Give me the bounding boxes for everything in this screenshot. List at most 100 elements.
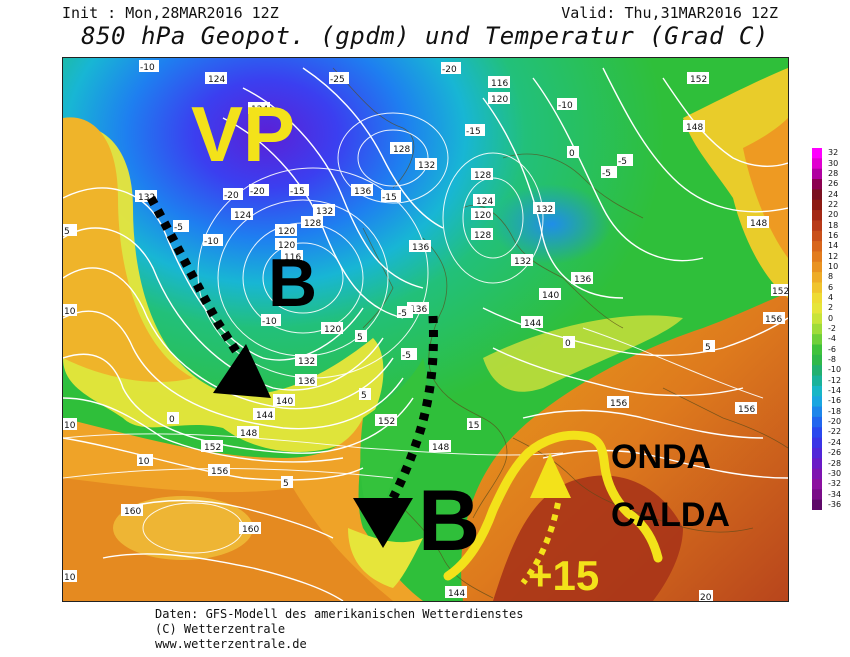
- geo-label: 140: [542, 291, 559, 301]
- geo-label: 132: [138, 193, 155, 203]
- color-scale-label: 24: [828, 189, 839, 199]
- color-swatch: [812, 427, 822, 439]
- map-title: 850 hPa Geopot. (gpdm) und Temperatur (G…: [81, 22, 769, 50]
- color-swatch: [812, 251, 822, 263]
- geo-label: 152: [690, 75, 707, 85]
- color-scale-label: -6: [828, 344, 836, 354]
- color-scale-label: 18: [828, 220, 839, 230]
- temp-label: -15: [290, 187, 305, 197]
- geo-label: 136: [412, 243, 429, 253]
- temp-label: -5: [174, 223, 183, 233]
- temp-label: -20: [224, 191, 239, 201]
- color-swatch: [812, 189, 822, 201]
- color-scale-label: 14: [828, 241, 839, 251]
- color-swatch: [812, 158, 822, 170]
- temp-label: -5: [602, 169, 611, 179]
- color-scale-label: -22: [828, 427, 842, 437]
- color-swatch: [812, 458, 822, 470]
- color-swatch: [812, 437, 822, 449]
- geo-label: 128: [393, 145, 410, 155]
- temp-label: 5: [361, 391, 367, 401]
- color-swatch: [812, 148, 822, 159]
- color-scale-label: -18: [828, 406, 842, 416]
- hot-core: [493, 475, 683, 601]
- temp-label: 5: [705, 343, 711, 353]
- color-swatch: [812, 416, 822, 428]
- color-scale-label: 20: [828, 210, 839, 220]
- vortex-label: VP: [191, 90, 295, 178]
- color-scale-label: -2: [828, 324, 836, 333]
- temp-label: -15: [382, 193, 397, 203]
- color-scale-label: 30: [828, 158, 839, 168]
- geo-label: 152: [378, 417, 395, 427]
- geo-label: 156: [211, 467, 228, 477]
- color-scale-label: -4: [828, 334, 836, 344]
- footer: Daten: GFS-Modell des amerikanischen Wet…: [155, 607, 523, 652]
- geo-label: 132: [418, 161, 435, 171]
- color-swatch: [812, 313, 822, 325]
- temp-label: 20: [700, 593, 712, 601]
- geo-label: 120: [324, 325, 341, 335]
- color-scale-label: -36: [828, 499, 842, 509]
- color-scale-label: 12: [828, 251, 839, 261]
- geo-label: 128: [474, 171, 491, 181]
- geo-label: 152: [204, 443, 221, 453]
- color-scale-label: -8: [828, 355, 836, 364]
- warm-patch: [113, 496, 253, 560]
- color-swatch: [812, 365, 822, 377]
- geo-label: 156: [610, 399, 627, 409]
- color-swatch: [812, 489, 822, 501]
- geo-label: 124: [208, 75, 225, 85]
- color-scale-label: 22: [828, 199, 839, 209]
- color-swatch: [812, 292, 822, 304]
- color-swatch: [812, 210, 822, 221]
- warm-northeast-deep: [743, 118, 788, 258]
- warm-dotted: [520, 502, 561, 585]
- color-swatch: [812, 168, 822, 180]
- geo-label: 124: [476, 197, 493, 207]
- geo-label: 144: [256, 411, 273, 421]
- yellow-east-band: [483, 315, 683, 392]
- color-swatch: [812, 230, 822, 242]
- geo-label: 128: [474, 231, 491, 241]
- color-swatch: [812, 179, 822, 190]
- color-swatch: [812, 241, 822, 252]
- low-label-north: B: [268, 245, 317, 321]
- color-scale-label: -10: [828, 365, 842, 375]
- color-swatch: [812, 199, 822, 211]
- temp-label: -10: [204, 237, 219, 247]
- color-swatch: [812, 447, 822, 459]
- footer-website: www.wetterzentrale.de: [155, 637, 307, 651]
- color-scale-label: -14: [828, 386, 842, 396]
- color-scale-label: -26: [828, 448, 842, 458]
- geo-label: 116: [491, 79, 508, 89]
- color-swatches: [812, 148, 822, 510]
- map-canvas: 124 124 116 120 132 128 132 136 120 128 …: [63, 58, 788, 601]
- color-swatch: [812, 261, 822, 273]
- warm-boundary: [443, 430, 663, 581]
- geo-label: 144: [524, 319, 541, 329]
- temp-label: -15: [466, 127, 481, 137]
- color-scale-label: 32: [828, 148, 839, 158]
- warm-northeast: [683, 68, 788, 298]
- color-swatch: [812, 334, 822, 346]
- color-scale-label: 8: [828, 272, 834, 282]
- temp-label: 10: [64, 421, 76, 431]
- arrow-head: [213, 344, 271, 398]
- temp-label: -25: [330, 75, 345, 85]
- color-swatch: [812, 282, 822, 294]
- footer-source: Daten: GFS-Modell des amerikanischen Wet…: [155, 607, 524, 621]
- temp-label: 5: [283, 479, 289, 489]
- geo-label: 124: [251, 105, 268, 115]
- color-scale-label: -20: [828, 417, 842, 427]
- color-swatch: [812, 323, 822, 335]
- geo-label: 132: [514, 257, 531, 267]
- geo-label: 156: [765, 315, 782, 325]
- weather-map: 124 124 116 120 132 128 132 136 120 128 …: [62, 57, 789, 602]
- color-scale-label: -28: [828, 458, 842, 468]
- temp-label: 5: [64, 227, 70, 237]
- temperature-labels: -10 -25 -20 -15 -10 -5 0 5 10 -5 -10 -15…: [63, 60, 715, 601]
- geo-label: 148: [240, 429, 257, 439]
- cold-arrow-west: [147, 195, 271, 398]
- geo-label: 144: [448, 589, 465, 599]
